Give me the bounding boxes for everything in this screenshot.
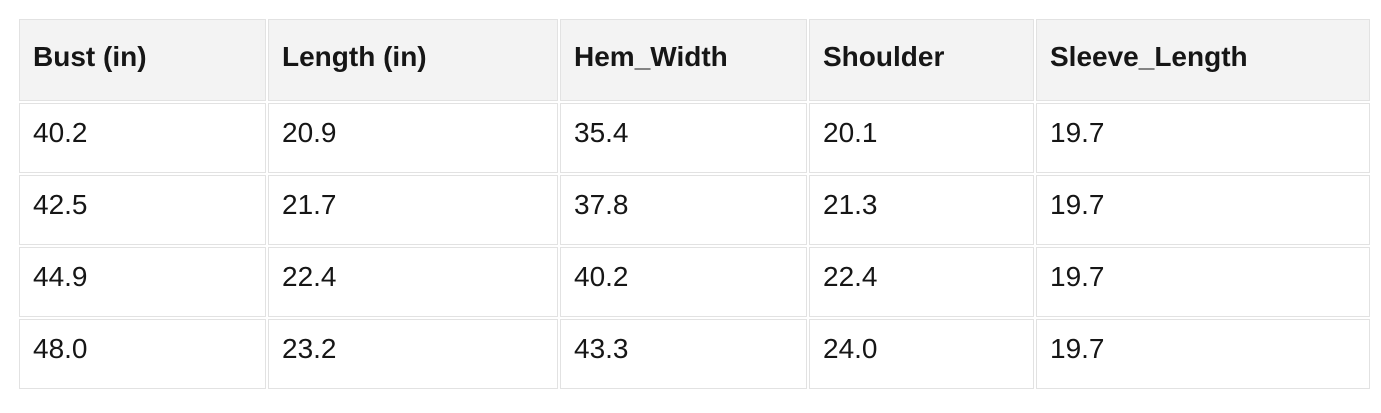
table-cell: 20.1 (809, 103, 1034, 173)
table-body: 40.2 20.9 35.4 20.1 19.7 42.5 21.7 37.8 21.3 19.7… (19, 103, 1370, 389)
column-header: Sleeve_Length (1036, 19, 1370, 101)
size-chart-table: Bust (in) Length (in) Hem_Width Shoulder Sle… (17, 17, 1372, 391)
table-cell: 19.7 (1036, 247, 1370, 317)
table-row: 42.5 21.7 37.8 21.3 19.7 (19, 175, 1370, 245)
table-cell: 35.4 (560, 103, 807, 173)
column-header: Shoulder (809, 19, 1034, 101)
table-cell: 37.8 (560, 175, 807, 245)
table-cell: 21.7 (268, 175, 558, 245)
table-row: 48.0 23.2 43.3 24.0 19.7 (19, 319, 1370, 389)
table-cell: 22.4 (268, 247, 558, 317)
table-cell: 24.0 (809, 319, 1034, 389)
table-cell: 21.3 (809, 175, 1034, 245)
table-row: 44.9 22.4 40.2 22.4 19.7 (19, 247, 1370, 317)
table-cell: 43.3 (560, 319, 807, 389)
page: Bust (in) Length (in) Hem_Width Shoulder Sle… (0, 17, 1381, 413)
table-cell: 42.5 (19, 175, 266, 245)
table-row: 40.2 20.9 35.4 20.1 19.7 (19, 103, 1370, 173)
table-cell: 40.2 (19, 103, 266, 173)
table-cell: 19.7 (1036, 103, 1370, 173)
header-row: Bust (in) Length (in) Hem_Width Shoulder Sle… (19, 19, 1370, 101)
table-cell: 20.9 (268, 103, 558, 173)
table-cell: 19.7 (1036, 319, 1370, 389)
table-cell: 40.2 (560, 247, 807, 317)
table-cell: 23.2 (268, 319, 558, 389)
column-header: Length (in) (268, 19, 558, 101)
table-cell: 44.9 (19, 247, 266, 317)
column-header: Hem_Width (560, 19, 807, 101)
table-cell: 48.0 (19, 319, 266, 389)
column-header: Bust (in) (19, 19, 266, 101)
table-cell: 19.7 (1036, 175, 1370, 245)
table-cell: 22.4 (809, 247, 1034, 317)
